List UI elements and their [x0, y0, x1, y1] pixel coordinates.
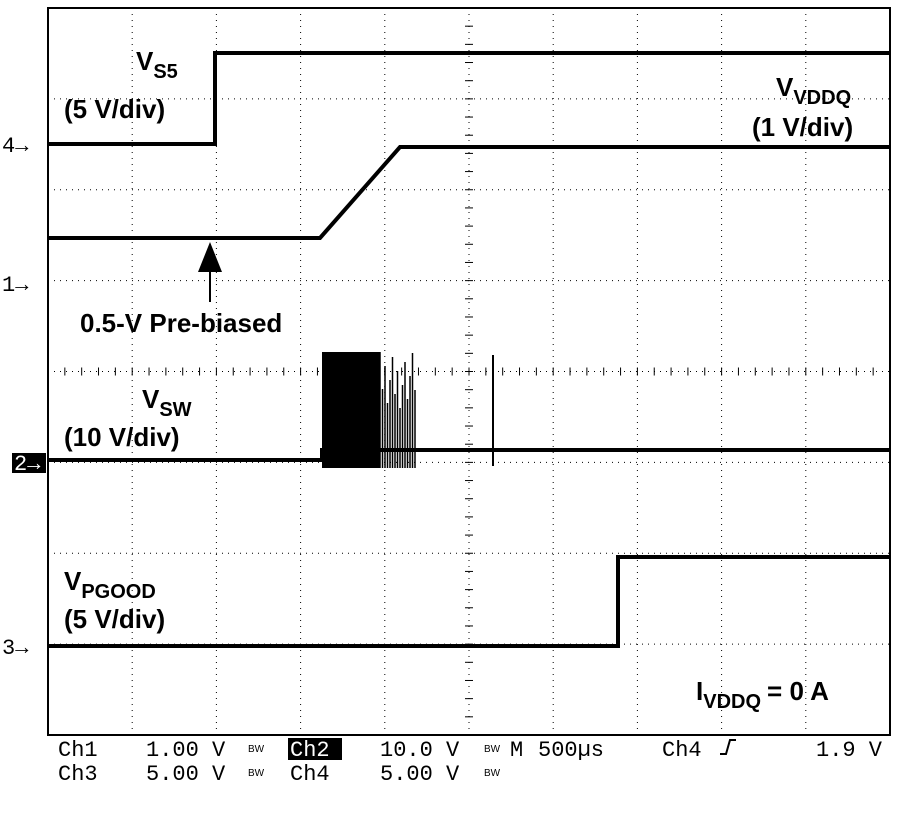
status-bw: BW	[484, 744, 501, 755]
vs5-scale: (5 V/div)	[64, 94, 165, 124]
trigger-icon	[720, 739, 736, 755]
vsw-scale: (10 V/div)	[64, 422, 180, 452]
status-row: Ch3 5.00 V BW Ch4 5.00 V BW	[58, 762, 501, 787]
status-text: Ch2	[290, 738, 330, 763]
status-text: Ch4	[290, 762, 330, 787]
vpgood-trace	[48, 555, 890, 648]
status-text: Ch4	[662, 738, 702, 763]
status-text: 10.0 V	[380, 738, 460, 763]
status-text: 1.00 V	[146, 738, 226, 763]
load-label: IVDDQ = 0 A	[696, 676, 829, 713]
vvddq-label: VVDDQ	[776, 72, 851, 109]
vpgood-label: VPGOOD	[64, 566, 156, 603]
ch-marker: 1→	[2, 273, 29, 298]
status-text: Ch1	[58, 738, 98, 763]
status-text: 5.00 V	[146, 762, 226, 787]
ch-marker: 3→	[2, 636, 29, 661]
vs5-label: VS5	[136, 46, 178, 83]
prebias-label: 0.5-V Pre-biased	[80, 308, 282, 338]
vpgood-scale: (5 V/div)	[64, 604, 165, 634]
status-bw: BW	[484, 768, 501, 779]
ch-marker: 4→	[2, 134, 29, 159]
status-text: 5.00 V	[380, 762, 460, 787]
vsw-label: VSW	[142, 384, 192, 421]
ch-marker: 2→	[14, 452, 41, 477]
vvddq-trace	[48, 145, 890, 240]
status-text: Ch3	[58, 762, 98, 787]
ch2-highlight	[288, 738, 342, 760]
vvddq-scale: (1 V/div)	[752, 112, 853, 142]
vs5-trace	[48, 51, 890, 146]
status-row: Ch1 1.00 V BW Ch2 10.0 V BW M 500µs Ch4 …	[58, 738, 883, 763]
status-text: M	[510, 738, 523, 763]
status-text: 500µs	[538, 738, 604, 763]
vsw-burst	[322, 352, 416, 468]
arrow-head	[198, 242, 222, 272]
burst-block	[322, 352, 380, 468]
status-bw: BW	[248, 768, 265, 779]
ch-marker-bg	[12, 453, 46, 473]
status-text: 1.9 V	[816, 738, 883, 763]
status-bw: BW	[248, 744, 265, 755]
